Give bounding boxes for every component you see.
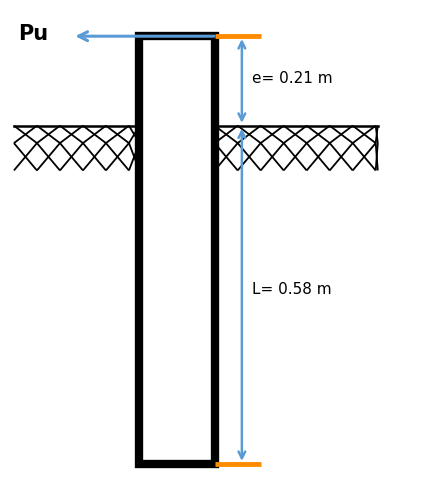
Text: e= 0.21 m: e= 0.21 m — [252, 71, 333, 86]
Bar — [139, 36, 215, 464]
Text: L= 0.58 m: L= 0.58 m — [252, 282, 332, 298]
Text: Pu: Pu — [18, 24, 48, 44]
